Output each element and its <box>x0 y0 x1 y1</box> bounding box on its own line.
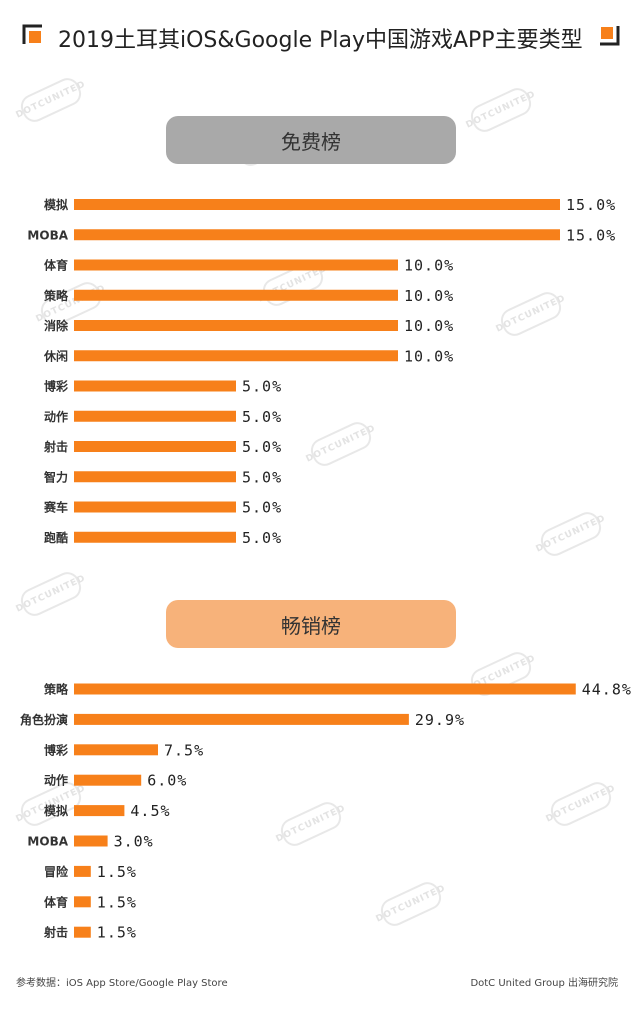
corner-bracket-icon <box>22 24 42 44</box>
grossing-bar <box>74 713 409 725</box>
free-category-label: 策略 <box>44 288 69 303</box>
grossing-bar <box>74 835 108 847</box>
credit-note: DotC United Group 出海研究院 <box>470 978 618 989</box>
free-category-label: 模拟 <box>44 197 68 212</box>
free-bar <box>74 441 236 452</box>
free-bar <box>74 380 236 392</box>
free-value-label: 5.0% <box>242 408 282 426</box>
grossing-bar <box>74 683 576 695</box>
corner-bracket-icon <box>600 26 620 46</box>
grossing-bar <box>74 865 91 877</box>
grossing-bar <box>74 896 91 908</box>
grossing-category-label: 体育 <box>44 894 68 909</box>
free-chart-title: 免费榜 <box>166 116 456 164</box>
grossing-value-label: 4.5% <box>130 802 170 820</box>
free-value-label: 5.0% <box>242 499 282 517</box>
grossing-value-label: 1.5% <box>97 924 137 942</box>
free-value-label: 15.0% <box>566 226 616 244</box>
free-category-label: 赛车 <box>43 500 68 515</box>
grossing-category-label: 动作 <box>44 773 68 788</box>
free-bar <box>74 320 398 331</box>
free-value-label: 10.0% <box>404 317 454 335</box>
grossing-category-label: 角色扮演 <box>20 712 68 727</box>
free-value-label: 10.0% <box>404 287 454 305</box>
grossing-category-label: 射击 <box>43 925 68 940</box>
free-value-label: 5.0% <box>242 529 282 547</box>
free-bar <box>74 350 398 362</box>
grossing-category-label: 博彩 <box>44 742 68 757</box>
free-category-label: 体育 <box>44 258 68 273</box>
free-category-label: 跑酷 <box>44 530 68 545</box>
free-value-label: 5.0% <box>242 378 282 396</box>
free-bar <box>74 410 236 422</box>
grossing-bar <box>74 805 125 817</box>
grossing-value-label: 1.5% <box>97 863 137 881</box>
free-bar <box>74 229 560 241</box>
free-bar <box>74 199 560 210</box>
free-category-label: 智力 <box>43 469 68 484</box>
free-value-label: 10.0% <box>404 347 454 365</box>
free-category-label: 消除 <box>44 318 69 333</box>
free-bar <box>74 531 236 543</box>
page-title: 2019土耳其iOS&Google Play中国游戏APP主要类型 <box>58 28 583 53</box>
free-bar <box>74 289 398 301</box>
grossing-value-label: 7.5% <box>164 741 204 759</box>
grossing-value-label: 3.0% <box>114 833 154 851</box>
free-category-label: 休闲 <box>43 348 68 363</box>
grossing-value-label: 1.5% <box>97 893 137 911</box>
free-bar <box>74 501 236 513</box>
grossing-value-label: 29.9% <box>415 711 465 729</box>
free-category-label: MOBA <box>27 228 68 242</box>
free-value-label: 10.0% <box>404 257 454 275</box>
source-note: 参考数据：iOS App Store/Google Play Store <box>16 978 228 989</box>
grossing-category-label: MOBA <box>27 835 68 849</box>
free-value-label: 5.0% <box>242 468 282 486</box>
free-category-label: 射击 <box>43 439 68 454</box>
free-value-label: 15.0% <box>566 196 616 214</box>
free-bar <box>74 259 398 271</box>
grossing-value-label: 6.0% <box>147 772 187 790</box>
grossing-bar <box>74 926 91 938</box>
grossing-value-label: 44.8% <box>582 681 632 699</box>
free-category-label: 动作 <box>44 409 68 424</box>
grossing-category-label: 模拟 <box>44 803 68 818</box>
free-bar <box>74 471 236 483</box>
grossing-chart-title: 畅销榜 <box>166 600 456 648</box>
grossing-bar <box>74 774 142 786</box>
free-category-label: 博彩 <box>44 379 68 394</box>
title-bar: 2019土耳其iOS&Google Play中国游戏APP主要类型 <box>0 18 640 58</box>
grossing-category-label: 冒险 <box>44 864 69 879</box>
grossing-bar <box>74 744 158 756</box>
free-value-label: 5.0% <box>242 438 282 456</box>
grossing-category-label: 策略 <box>44 682 69 697</box>
